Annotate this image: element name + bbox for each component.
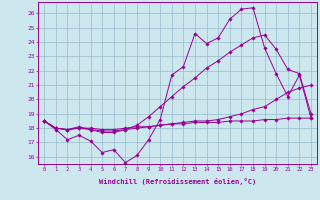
X-axis label: Windchill (Refroidissement éolien,°C): Windchill (Refroidissement éolien,°C): [99, 178, 256, 185]
